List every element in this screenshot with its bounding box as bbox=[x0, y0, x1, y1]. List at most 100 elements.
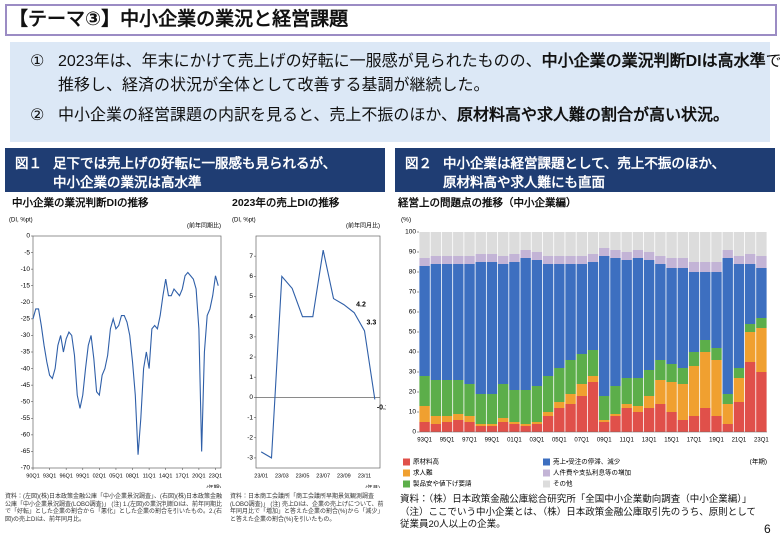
bar-segment bbox=[509, 390, 520, 422]
bar-segment bbox=[599, 248, 610, 256]
bar-segment bbox=[576, 256, 587, 264]
bar-segment bbox=[475, 426, 486, 432]
data-label: 3.3 bbox=[367, 320, 377, 327]
bar-segment bbox=[475, 394, 486, 424]
bar-segment bbox=[497, 264, 509, 384]
chart-title: 経営上の問題点の推移（中小企業編） bbox=[398, 197, 577, 209]
bar-segment bbox=[464, 264, 475, 384]
bar-segment bbox=[677, 232, 689, 258]
bar-segment bbox=[599, 256, 610, 396]
x-unit: (年月) bbox=[365, 483, 380, 488]
bar-segment bbox=[621, 232, 632, 252]
bar-segment bbox=[441, 422, 453, 432]
bar-segment bbox=[632, 412, 644, 432]
bar-segment bbox=[688, 352, 700, 366]
x-tick-label: 93Q1 bbox=[43, 473, 56, 479]
x-unit: (年期) bbox=[750, 457, 767, 466]
x-tick-label: 99Q1 bbox=[76, 473, 89, 479]
bar-segment bbox=[497, 256, 509, 264]
chart: (DI, %pt)(前年同期比)(年期)-70-65-60-55-50-45-4… bbox=[9, 218, 222, 488]
bar-segment bbox=[632, 406, 644, 412]
bar-segment bbox=[542, 256, 554, 264]
x-tick-label: 11Q1 bbox=[620, 438, 635, 444]
bar-segment bbox=[756, 372, 767, 432]
page-number: 6 bbox=[764, 522, 771, 536]
legend-swatch bbox=[403, 469, 410, 477]
bar-segment bbox=[632, 378, 644, 406]
legend-swatch bbox=[403, 458, 410, 466]
bar-segment bbox=[520, 424, 531, 426]
x-tick-label: 08Q1 bbox=[126, 473, 139, 479]
bar-segment bbox=[599, 232, 610, 248]
x-tick-label: 23/01 bbox=[254, 473, 268, 479]
bar-segment bbox=[722, 232, 733, 250]
bar-segment bbox=[542, 232, 554, 256]
bar-segment bbox=[655, 256, 666, 264]
chart-note: (前年同期比) bbox=[187, 222, 221, 230]
bar-segment bbox=[711, 272, 722, 348]
bar-segment bbox=[744, 362, 756, 432]
figure-header: 図１ 足下では売上げの好転に一服感も見られるが、 中小企業の業況は高水準 bbox=[5, 148, 385, 192]
bar-segment bbox=[497, 384, 509, 418]
bar-segment bbox=[700, 340, 711, 352]
bar-segment bbox=[486, 426, 498, 432]
bar-segment bbox=[733, 232, 745, 256]
x-tick-label: 99Q1 bbox=[485, 438, 500, 444]
slide-title: 【テーマ③】中小企業の業況と経営課題 bbox=[5, 4, 777, 36]
bar-segment bbox=[531, 260, 543, 386]
y-tick-label: 6 bbox=[249, 273, 253, 280]
bar-segment bbox=[464, 256, 475, 264]
bar-segment bbox=[576, 264, 587, 354]
bullet-text: 原材料高や求人難の割合が高い状況。 bbox=[457, 107, 730, 124]
bar-segment bbox=[509, 232, 520, 254]
bar-segment bbox=[666, 412, 677, 432]
y-tick-label: -60 bbox=[21, 432, 31, 439]
bullet: ② 中小企業の経営課題の内訳を見ると、売上不振のほか、原材料高や求人難の割合が高い… bbox=[30, 104, 780, 128]
bar-segment bbox=[711, 262, 722, 272]
bar-segment bbox=[700, 262, 711, 272]
bar-segment bbox=[677, 258, 689, 268]
bar-segment bbox=[520, 390, 531, 424]
x-tick-label: 02Q1 bbox=[93, 473, 106, 479]
bar-segment bbox=[722, 404, 733, 424]
bar-segment bbox=[677, 420, 689, 432]
bar-segment bbox=[509, 254, 520, 262]
chart: (DI, %pt) (前年同月比) (年月) -3 -2 -1 0 1 2 3 4 5 6 7 23/01 2… bbox=[232, 218, 386, 488]
bar-segment bbox=[643, 252, 655, 260]
y-tick-label: -5 bbox=[24, 249, 30, 256]
bar-segment bbox=[733, 256, 745, 264]
legend-swatch bbox=[543, 469, 550, 477]
bar-segment bbox=[632, 258, 644, 378]
x-tick-label: 01Q1 bbox=[507, 438, 522, 444]
chart-title: 中小企業の業況判断DIの推移 bbox=[12, 197, 149, 209]
bar-segment bbox=[441, 264, 453, 380]
bar-segment bbox=[554, 264, 565, 368]
bar-segment bbox=[464, 416, 475, 422]
legend-label: 製品安や値下げ要請 bbox=[413, 479, 472, 488]
figure-label: 図１ bbox=[15, 156, 42, 171]
x-tick-label: 23/03 bbox=[275, 473, 289, 479]
x-tick-label: 93Q1 bbox=[417, 438, 432, 444]
bar-segment bbox=[497, 232, 509, 256]
y-tick-label: -20 bbox=[21, 299, 31, 306]
bar-segment bbox=[666, 382, 677, 412]
bar-segment bbox=[711, 360, 722, 416]
x-tick-label: 23Q1 bbox=[754, 438, 769, 444]
bar-segment bbox=[565, 394, 576, 404]
data-label: 4.2 bbox=[356, 302, 366, 309]
x-tick-label: 97Q1 bbox=[462, 438, 477, 444]
bar-segment bbox=[610, 414, 621, 416]
bar-segment bbox=[453, 420, 464, 432]
bar-segment bbox=[711, 232, 722, 262]
bar-segment bbox=[722, 258, 733, 394]
bar-segment bbox=[688, 262, 700, 272]
y-tick-label: 10 bbox=[409, 409, 417, 416]
bar-segment bbox=[453, 264, 464, 380]
y-tick-label: 3 bbox=[249, 334, 253, 341]
bar-segment bbox=[542, 264, 554, 376]
bar-segment bbox=[475, 232, 486, 254]
x-tick-label: 23/07 bbox=[316, 473, 330, 479]
bar-segment bbox=[643, 370, 655, 396]
bar-segment bbox=[621, 252, 632, 260]
